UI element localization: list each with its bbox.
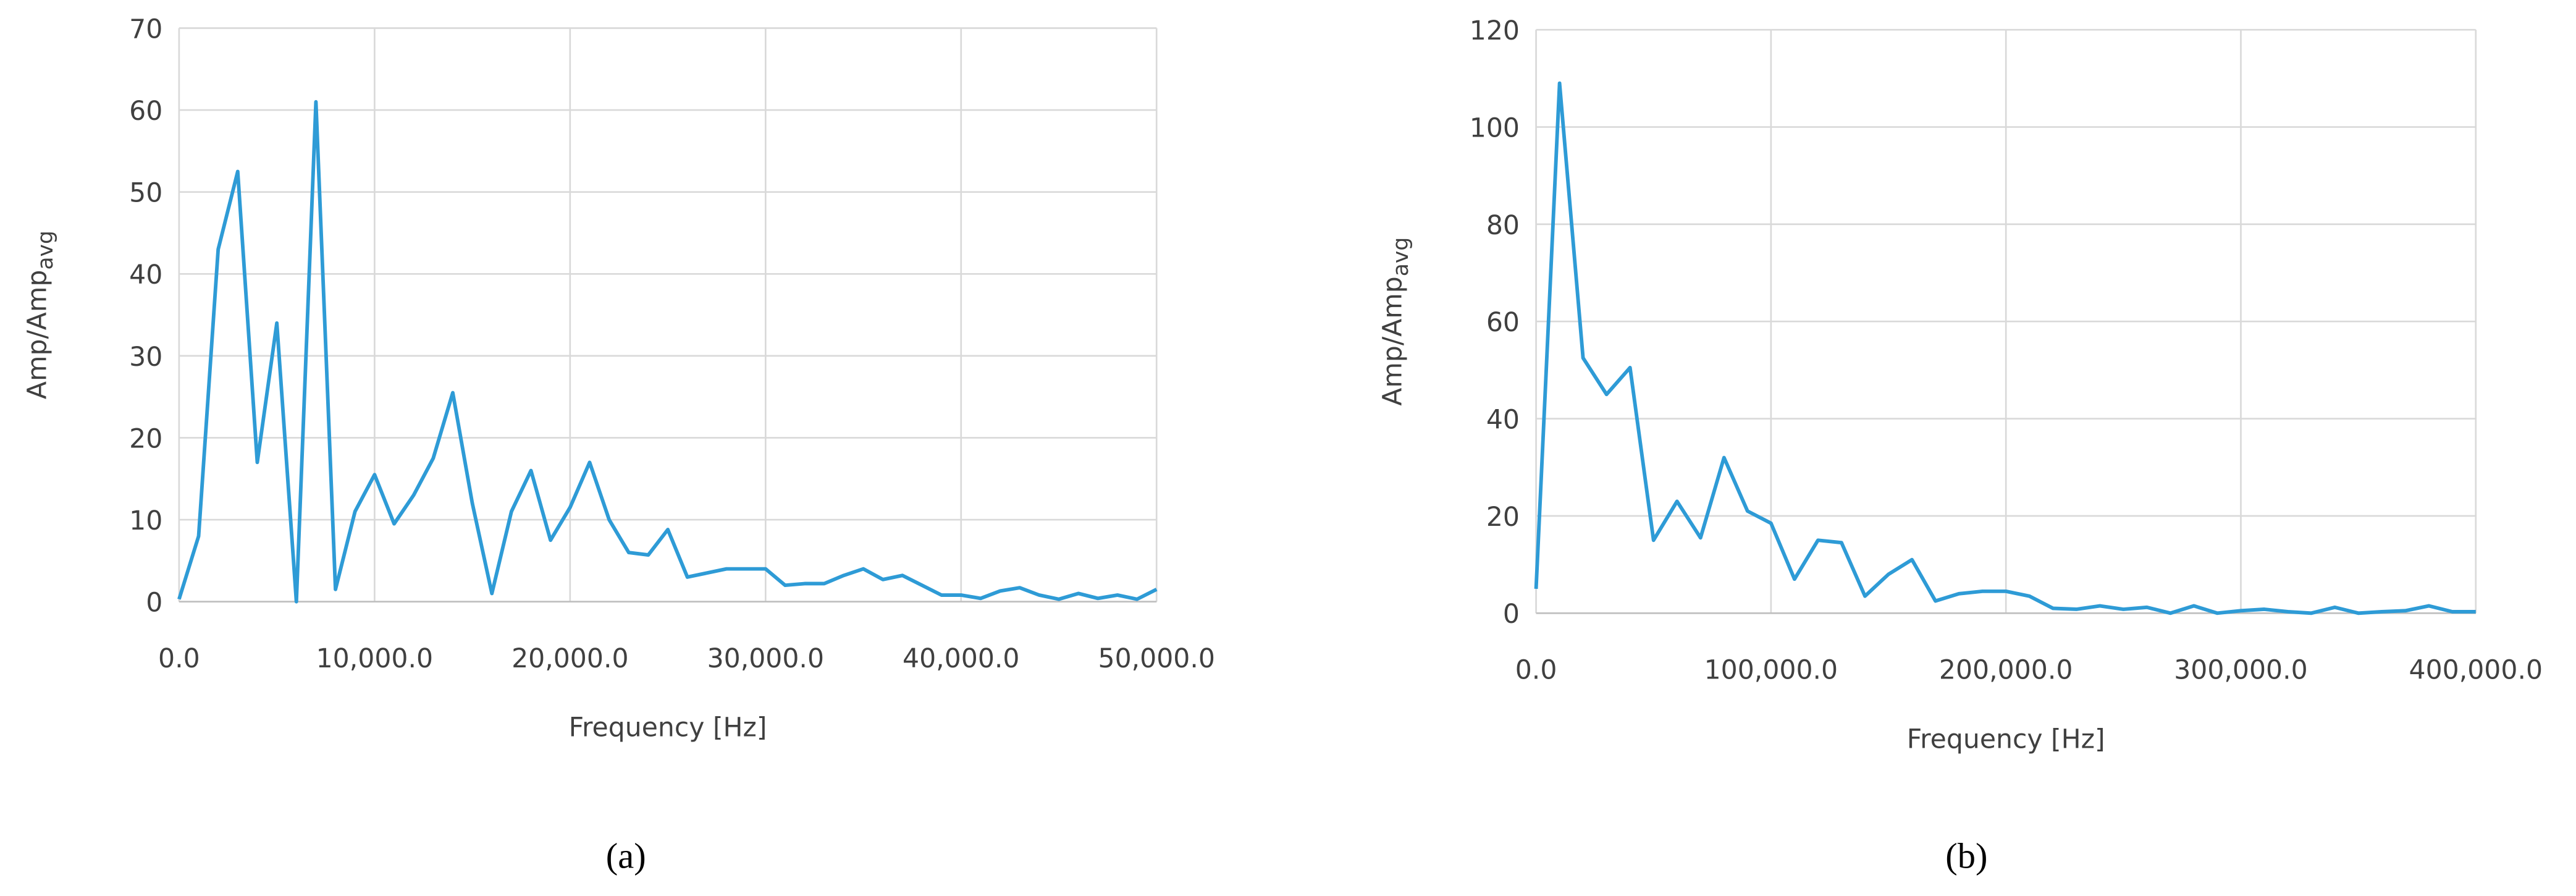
x-tick-label: 30,000.0 <box>707 644 824 674</box>
y-tick-label: 20 <box>129 424 162 454</box>
y-tick-label: 80 <box>1486 211 1520 241</box>
y-tick-label: 60 <box>1486 308 1520 338</box>
x-tick-label: 0.0 <box>158 644 200 674</box>
y-tick-label: 20 <box>1486 502 1520 533</box>
y-tick-label: 70 <box>129 14 162 44</box>
y-tick-label: 40 <box>129 260 162 290</box>
x-axis-label: Frequency [Hz] <box>569 713 767 743</box>
y-tick-label: 40 <box>1486 405 1520 436</box>
y-tick-label: 50 <box>129 179 162 209</box>
y-tick-label: 30 <box>129 342 162 373</box>
x-tick-label: 400,000.0 <box>2409 656 2543 686</box>
x-tick-label: 10,000.0 <box>316 644 433 674</box>
x-tick-label: 300,000.0 <box>2174 656 2308 686</box>
y-tick-label: 60 <box>129 96 162 127</box>
data-line <box>1534 81 2476 615</box>
y-tick-label: 120 <box>1470 16 1520 46</box>
x-tick-label: 50,000.0 <box>1098 644 1215 674</box>
caption: (a) <box>606 835 646 876</box>
x-tick-label: 40,000.0 <box>903 644 1019 674</box>
caption: (b) <box>1945 835 1987 876</box>
x-tick-label: 200,000.0 <box>1939 656 2073 686</box>
y-tick-label: 100 <box>1470 113 1520 143</box>
y-tick-label: 0 <box>146 588 162 619</box>
y-axis-label: Amp/Ampavg <box>1378 237 1414 406</box>
x-tick-label: 100,000.0 <box>1704 656 1838 686</box>
y-tick-label: 10 <box>129 506 162 536</box>
y-axis-label-main: Amp/Amp <box>22 270 53 399</box>
x-tick-label: 20,000.0 <box>511 644 628 674</box>
y-axis-label-main: Amp/Amp <box>1378 276 1408 405</box>
y-axis-label: Amp/Ampavg <box>22 230 58 399</box>
x-tick-label: 0.0 <box>1515 656 1557 686</box>
y-axis-label-sub: avg <box>1389 237 1413 277</box>
y-tick-label: 0 <box>1503 599 1520 630</box>
y-axis-label-sub: avg <box>33 230 58 270</box>
data-line <box>177 99 1158 604</box>
x-axis-label: Frequency [Hz] <box>1907 724 2105 754</box>
